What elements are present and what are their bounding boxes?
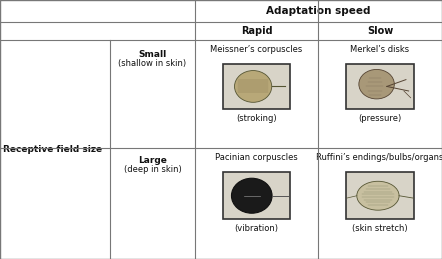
Ellipse shape (232, 178, 272, 213)
Text: Rapid: Rapid (241, 26, 272, 36)
Text: (deep in skin): (deep in skin) (124, 165, 181, 174)
Ellipse shape (235, 70, 272, 102)
Bar (223, 64, 290, 109)
Bar (346, 172, 414, 219)
Bar (346, 64, 414, 109)
Text: (vibration): (vibration) (235, 224, 278, 233)
Text: (stroking): (stroking) (236, 114, 277, 123)
Text: (shallow in skin): (shallow in skin) (118, 59, 187, 68)
Ellipse shape (357, 181, 399, 210)
Text: Pacinian corpuscles: Pacinian corpuscles (215, 153, 298, 162)
Text: Large: Large (138, 156, 167, 165)
Bar (223, 172, 290, 219)
Text: Small: Small (138, 50, 167, 59)
Text: Merkel’s disks: Merkel’s disks (351, 45, 410, 54)
Text: (skin stretch): (skin stretch) (352, 224, 408, 233)
Text: (pressure): (pressure) (358, 114, 402, 123)
Text: Meissner’s corpuscles: Meissner’s corpuscles (210, 45, 303, 54)
Text: Ruffini’s endings/bulbs/organs: Ruffini’s endings/bulbs/organs (316, 153, 442, 162)
Text: Adaptation speed: Adaptation speed (266, 6, 371, 16)
Ellipse shape (359, 69, 394, 99)
Text: Slow: Slow (367, 26, 393, 36)
Text: Receptive field size: Receptive field size (3, 145, 102, 154)
